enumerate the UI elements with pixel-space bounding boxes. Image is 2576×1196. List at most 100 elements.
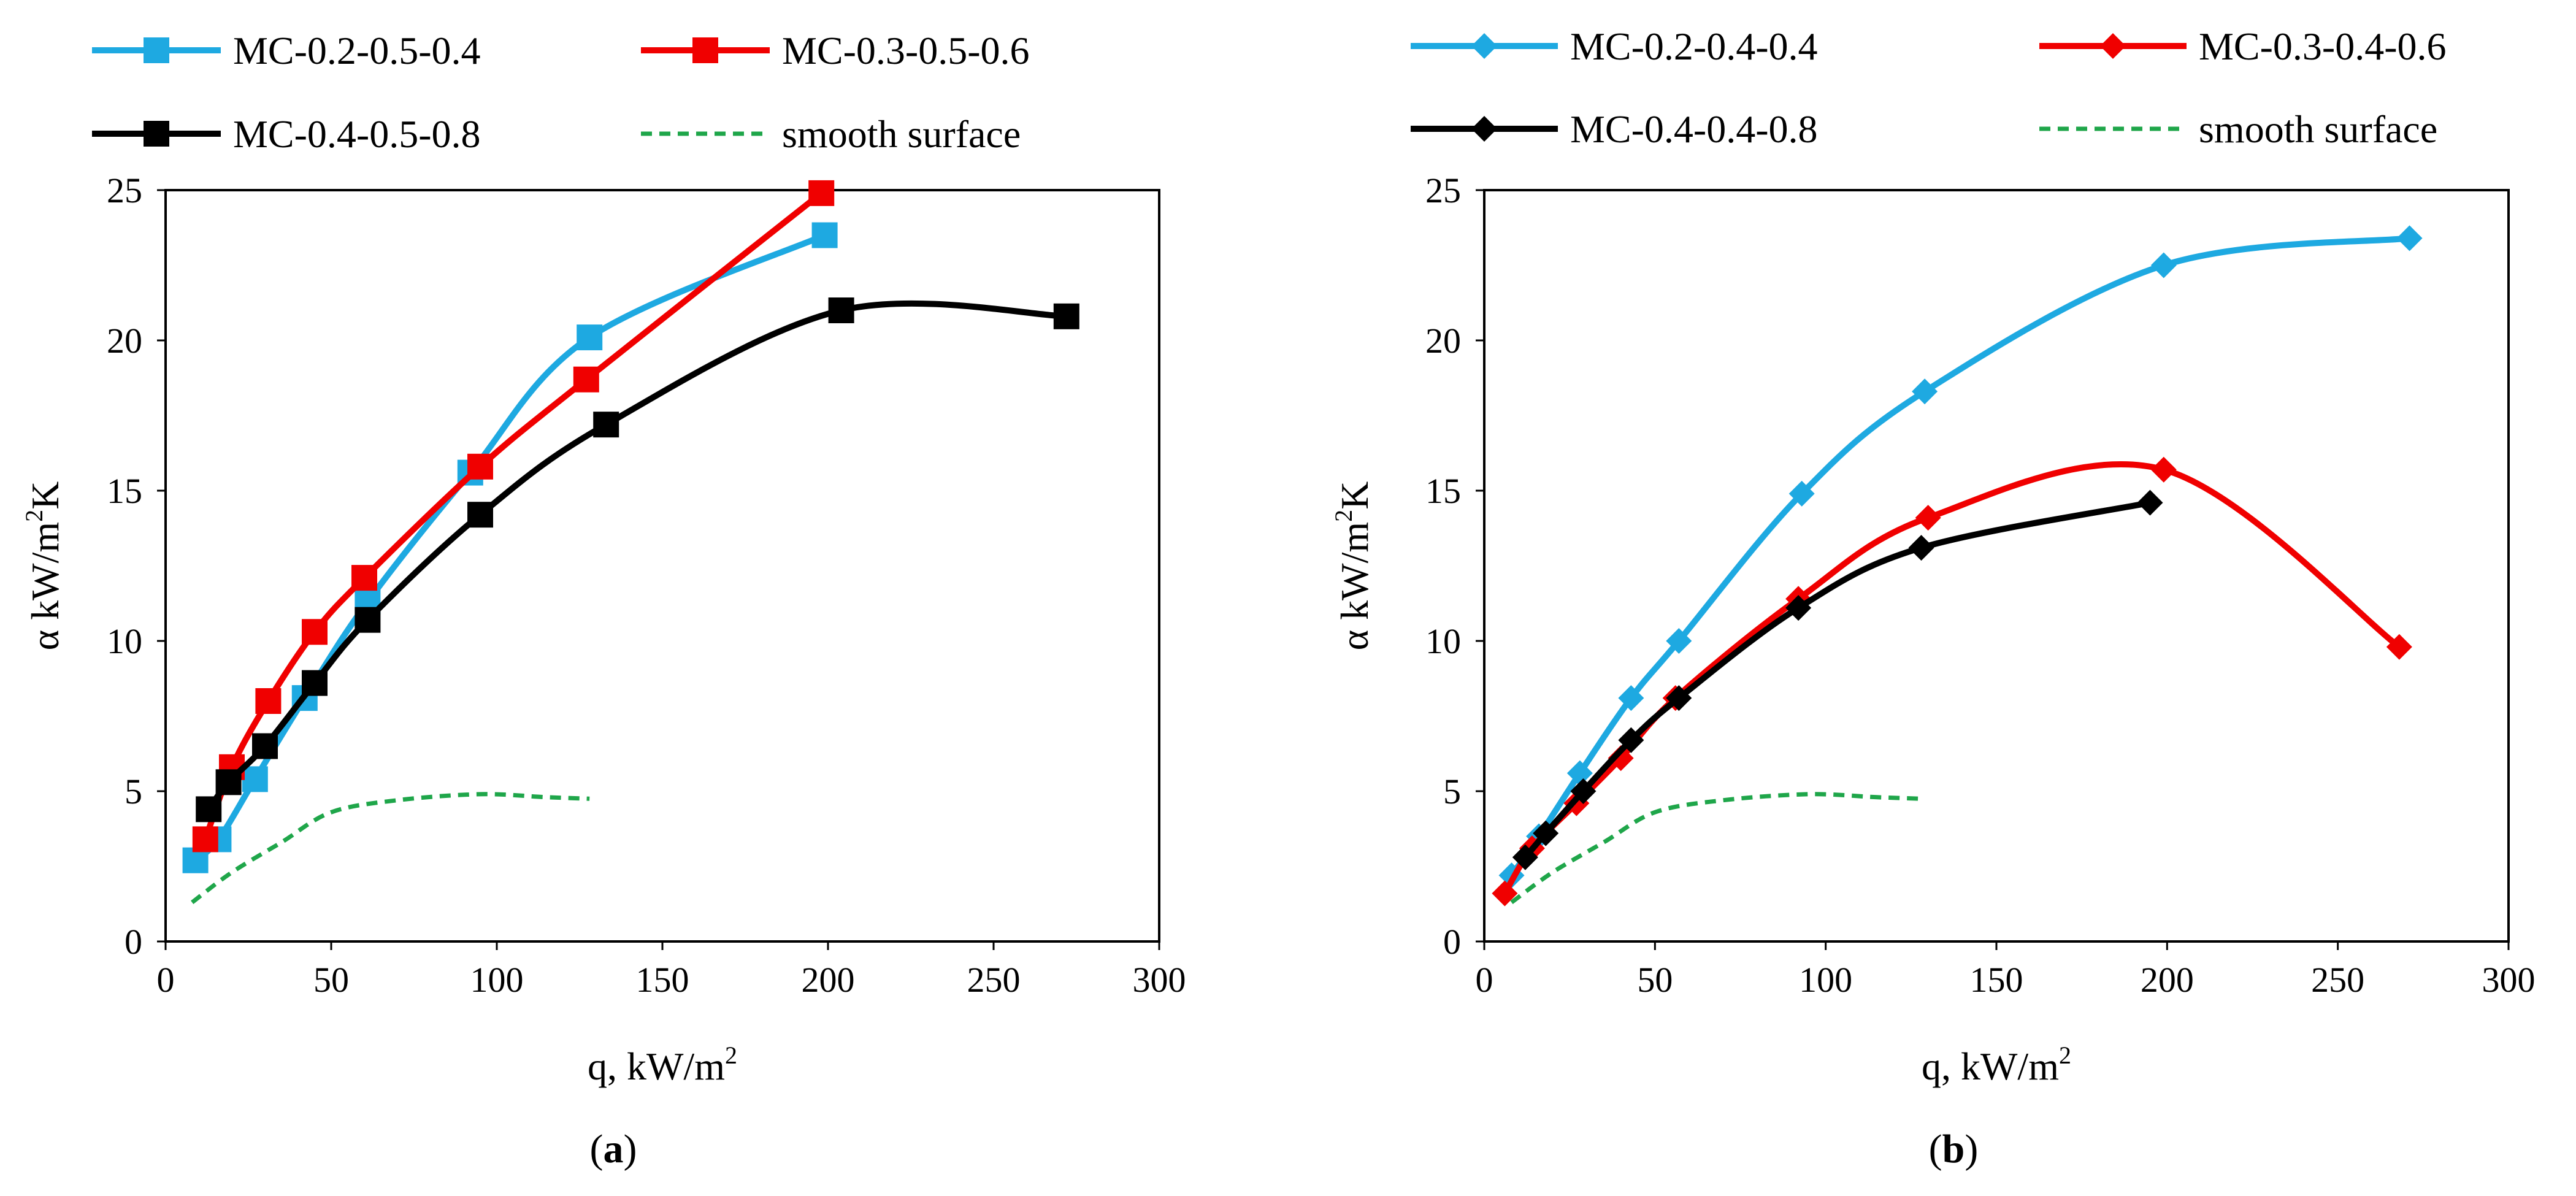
x-tick-label: 50 <box>313 960 349 1000</box>
data-point <box>1492 880 1518 907</box>
legend-item-mc-0-3-0-5-0-6: MC-0.3-0.5-0.6 <box>641 29 1030 72</box>
x-tick-label: 100 <box>1799 960 1852 1000</box>
series-line <box>1501 461 2402 897</box>
data-point <box>1570 778 1597 804</box>
data-point <box>302 619 328 645</box>
y-tick-label: 0 <box>1443 922 1461 962</box>
data-point <box>828 297 854 323</box>
y-axis-label-tail: K <box>23 481 67 510</box>
series-smooth-surface <box>1510 792 1922 905</box>
x-tick-label: 50 <box>1637 960 1673 1000</box>
legend-swatch-marker <box>1471 116 1497 142</box>
legend-item-mc-0-3-0-4-0-6: MC-0.3-0.4-0.6 <box>2039 25 2447 68</box>
data-point <box>467 453 493 480</box>
data-point <box>808 180 835 206</box>
legend-label: MC-0.2-0.5-0.4 <box>233 29 481 72</box>
data-point <box>351 565 377 591</box>
data-point <box>302 670 328 696</box>
legend-item-mc-0-4-0-5-0-8: MC-0.4-0.5-0.8 <box>92 112 481 156</box>
data-point <box>573 366 599 393</box>
data-point <box>2150 252 2177 278</box>
data-point <box>355 607 381 633</box>
y-tick-label: 5 <box>1443 772 1461 811</box>
data-point <box>1788 480 1815 507</box>
y-axis-label: α kW/m2K <box>20 481 67 651</box>
x-axis-label-text: q, kW/m <box>1922 1045 2059 1088</box>
data-point <box>577 324 603 351</box>
series-line <box>202 190 825 843</box>
legend-swatch-marker <box>2100 33 2126 59</box>
data-point <box>1512 844 1538 870</box>
series-mc-0-2-0-4-0-4 <box>1498 225 2423 889</box>
series-line <box>191 792 590 905</box>
panel-label-open-paren: ( <box>590 1127 604 1171</box>
legend-swatch-marker <box>692 37 718 63</box>
panel-label-letter: b <box>1942 1127 1965 1171</box>
x-tick-label: 250 <box>2311 960 2364 1000</box>
data-point <box>467 502 493 528</box>
series-line <box>1522 499 2153 861</box>
y-tick-label: 10 <box>107 621 142 661</box>
data-point <box>252 733 278 759</box>
x-tick-label: 300 <box>1133 960 1186 1000</box>
y-tick-label: 0 <box>125 922 142 962</box>
plot-area-frame <box>1483 189 2510 943</box>
y-axis-label: α kW/m2K <box>1330 481 1376 651</box>
y-axis-label-superscript: 2 <box>20 510 48 522</box>
series-mc-0-3-0-5-0-6 <box>192 180 835 853</box>
y-axis-label-text: α kW/m <box>1333 522 1376 651</box>
legend-item-smooth-surface: smooth surface <box>641 112 1021 156</box>
legend-label: MC-0.4-0.5-0.8 <box>233 112 481 156</box>
y-tick-label: 20 <box>1425 321 1461 361</box>
series-mc-0-3-0-4-0-6 <box>1492 456 2412 907</box>
data-point <box>1053 303 1079 329</box>
series-mc-0-4-0-5-0-8 <box>196 297 1079 822</box>
data-point <box>593 412 619 438</box>
data-point <box>255 688 282 714</box>
panel-label-letter: a <box>604 1127 624 1171</box>
legend-label: MC-0.3-0.4-0.6 <box>2199 25 2447 68</box>
data-point <box>192 826 218 853</box>
y-tick-label: 5 <box>125 772 142 811</box>
y-axis-label-text: α kW/m <box>23 522 67 651</box>
data-point <box>215 769 242 795</box>
series-line <box>1508 235 2413 879</box>
x-tick-label: 150 <box>1970 960 2023 1000</box>
data-point <box>1608 745 1634 772</box>
series-mc-0-2-0-5-0-4 <box>182 222 838 873</box>
data-point <box>2150 456 2177 483</box>
legend-item-mc-0-2-0-5-0-4: MC-0.2-0.5-0.4 <box>92 29 481 72</box>
y-tick-label: 15 <box>1425 471 1461 511</box>
data-point <box>242 766 268 792</box>
x-tick-label: 200 <box>2141 960 2194 1000</box>
data-point <box>1912 378 1938 405</box>
data-point <box>1566 760 1593 786</box>
legend-swatch-marker <box>144 121 169 147</box>
data-point <box>811 222 838 248</box>
data-point <box>1666 685 1692 711</box>
y-tick-label: 20 <box>107 321 142 361</box>
series-line <box>192 232 828 864</box>
series-smooth-surface <box>191 792 590 905</box>
series-line <box>205 300 1070 813</box>
panel-label-open-paren: ( <box>1929 1127 1942 1171</box>
x-axis-label-superscript: 2 <box>725 1041 737 1069</box>
x-tick-label: 0 <box>157 960 175 1000</box>
x-axis-label-superscript: 2 <box>2059 1041 2071 1069</box>
legend-item-mc-0-2-0-4-0-4: MC-0.2-0.4-0.4 <box>1411 25 1818 68</box>
y-tick-label: 10 <box>1425 621 1461 661</box>
x-tick-label: 0 <box>1476 960 1493 1000</box>
y-axis-label-tail: K <box>1333 481 1376 510</box>
panel-label: (b) <box>1929 1127 1979 1171</box>
data-point <box>1618 685 1644 711</box>
data-point <box>1908 535 1934 561</box>
x-tick-label: 300 <box>2482 960 2536 1000</box>
data-point <box>1666 628 1692 654</box>
legend-label: MC-0.2-0.4-0.4 <box>1570 25 1818 68</box>
data-point <box>2396 225 2423 251</box>
panel-label-close-paren: ) <box>624 1127 637 1171</box>
x-tick-label: 250 <box>967 960 1021 1000</box>
